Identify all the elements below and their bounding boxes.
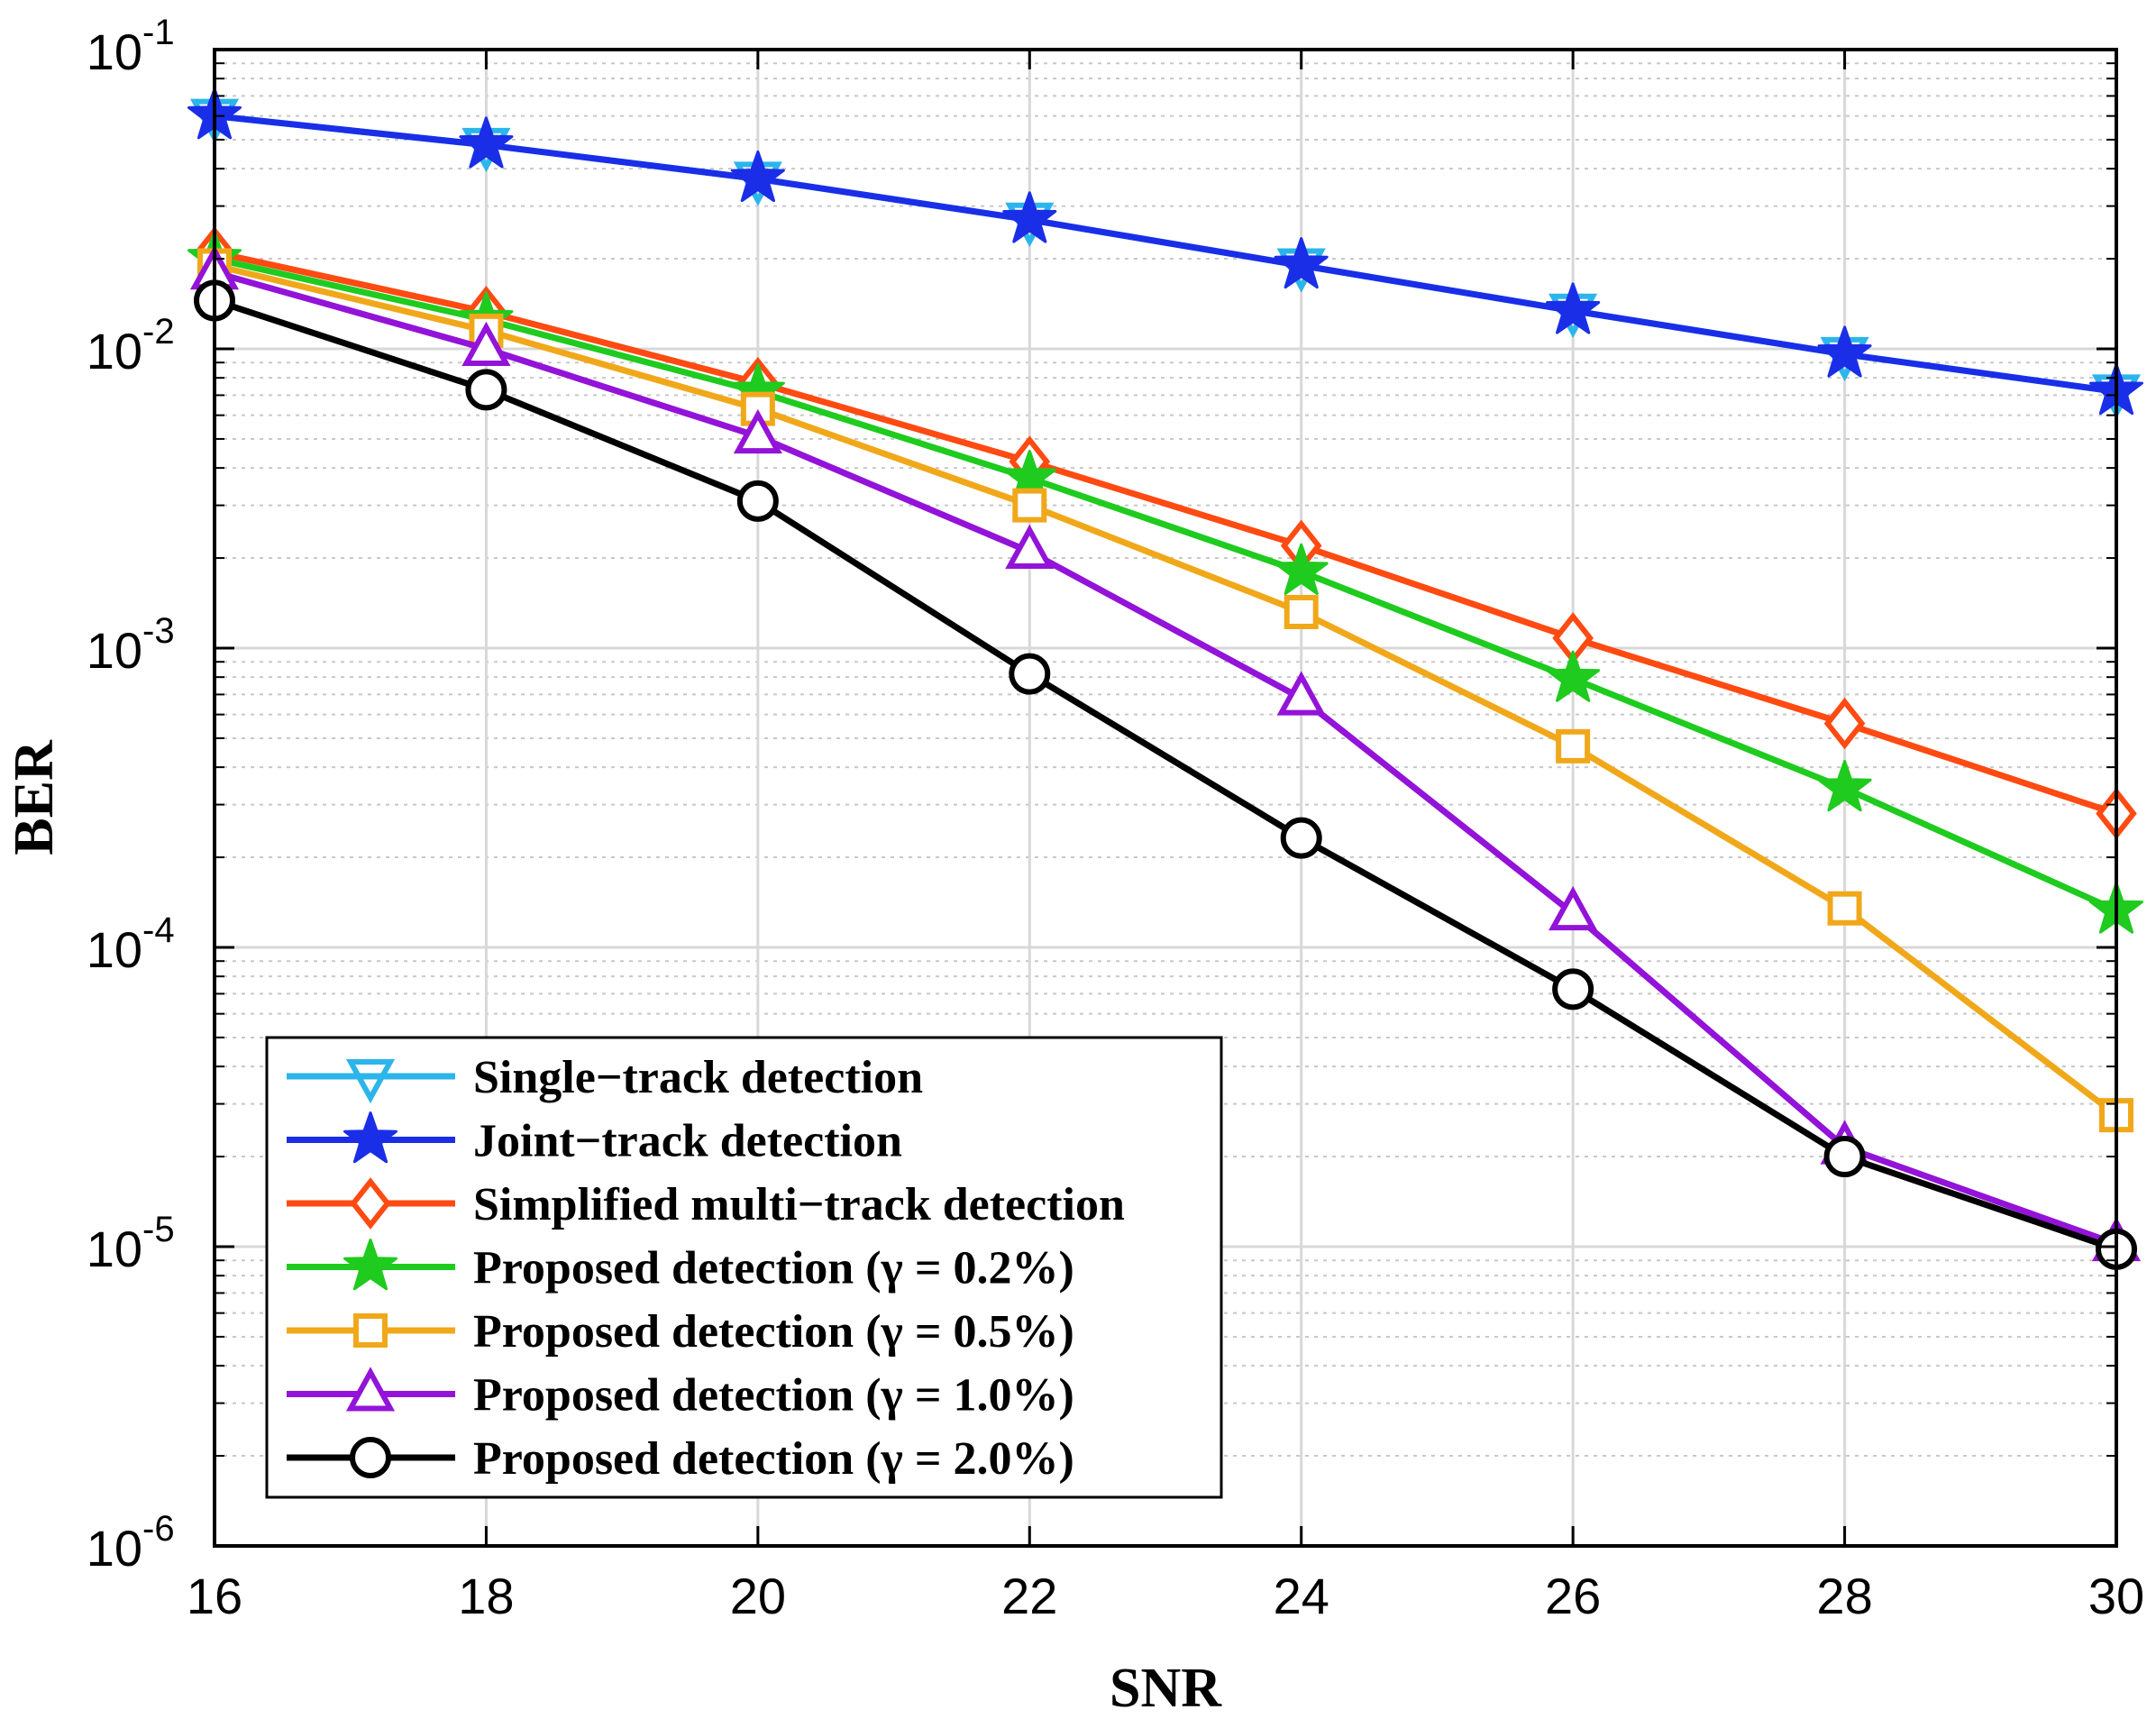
x-tick-label: 28: [1816, 1568, 1872, 1624]
data-point: [1284, 594, 1319, 629]
y-tick-label: 10 -3: [87, 611, 175, 679]
data-point: [465, 369, 507, 411]
legend-entry: Proposed detection (γ = 0.2%): [287, 1239, 1074, 1294]
y-tick-label: 10 -5: [87, 1210, 175, 1277]
legend-entry: Joint−track detection: [287, 1111, 902, 1167]
data-point: [1005, 524, 1055, 570]
x-tick-label: 20: [730, 1568, 786, 1624]
series-line: [214, 262, 2119, 1118]
y-tick-label-exponent: -6: [142, 1509, 175, 1549]
y-tick-label-base: 10: [87, 23, 142, 80]
data-point: [1556, 728, 1591, 763]
y-tick-label: 10 -4: [87, 910, 175, 978]
x-tick-label: 18: [458, 1568, 514, 1624]
legend-label: Simplified multi−track detection: [473, 1179, 1125, 1230]
data-point: [1823, 1136, 1866, 1178]
y-tick-label-base: 10: [87, 622, 142, 679]
x-tick-label: 16: [187, 1568, 242, 1624]
data-point: [1817, 760, 1872, 812]
legend-marker: [345, 1059, 396, 1104]
data-point: [1012, 488, 1047, 523]
data-point: [1552, 968, 1594, 1010]
y-tick-label-exponent: -3: [142, 611, 175, 651]
data-point: [1276, 671, 1326, 716]
y-tick-label: 10 -6: [87, 1509, 175, 1577]
x-tick-label: 30: [2088, 1568, 2144, 1624]
legend-label: Proposed detection (γ = 2.0%): [473, 1433, 1074, 1485]
y-tick-label-base: 10: [87, 921, 142, 978]
legend-marker: [343, 1111, 397, 1164]
data-point: [1546, 650, 1601, 702]
data-point: [1546, 282, 1601, 334]
y-tick-label: 10 -2: [87, 312, 175, 379]
y-tick-label-exponent: -1: [142, 13, 175, 52]
x-tick-label: 22: [1001, 1568, 1057, 1624]
legend-marker: [345, 1367, 396, 1412]
legend-entry: Proposed detection (γ = 1.0%): [287, 1367, 1074, 1422]
y-tick-label-exponent: -5: [142, 1210, 175, 1249]
legend-entry: Proposed detection (γ = 2.0%): [287, 1433, 1074, 1485]
legend-marker: [353, 1313, 388, 1348]
legend-label: Single−track detection: [473, 1052, 923, 1103]
y-tick-label-exponent: -2: [142, 312, 175, 352]
x-tick-labels: 16 18 20 22 24 26 28 30: [187, 1568, 2144, 1624]
legend-entry: Simplified multi−track detection: [287, 1177, 1125, 1230]
series-layer: [187, 87, 2143, 1270]
legend-marker: [343, 1239, 397, 1291]
data-point: [1002, 191, 1057, 243]
legend: Single−track detection Joint−track detect…: [265, 1036, 1223, 1499]
data-point: [730, 150, 785, 203]
series-line: [214, 269, 2118, 1248]
data-point: [736, 480, 779, 522]
y-tick-labels: 10-110-210-310-410-510-6: [87, 13, 175, 1577]
series-line: [214, 255, 2118, 914]
legend-entry: Single−track detection: [287, 1052, 923, 1104]
legend-label: Proposed detection (γ = 1.0%): [473, 1370, 1074, 1422]
x-tick-label: 26: [1545, 1568, 1601, 1624]
axis-ticks: [213, 48, 2118, 1548]
legend-label: Proposed detection (γ = 0.2%): [473, 1243, 1074, 1294]
y-axis-title: BER: [4, 739, 65, 855]
y-tick-label-base: 10: [87, 1221, 142, 1277]
legend-box: [265, 1036, 1223, 1499]
data-point: [1823, 697, 1866, 750]
data-point: [1817, 325, 1872, 378]
data-point: [459, 116, 514, 169]
legend-entry: Proposed detection (γ = 0.5%): [287, 1306, 1074, 1358]
y-tick-label-exponent: -4: [142, 910, 175, 950]
data-point: [1274, 543, 1329, 595]
series-line: [214, 113, 2117, 395]
plot-frame: [213, 48, 2118, 1548]
y-tick-label-base: 10: [87, 323, 142, 379]
legend-label: Proposed detection (γ = 0.5%): [473, 1306, 1074, 1358]
data-point: [461, 321, 511, 366]
y-tick-label-base: 10: [87, 1520, 142, 1577]
legend-marker: [350, 1177, 391, 1230]
series-line: [214, 249, 2118, 817]
data-point: [1274, 237, 1329, 289]
data-point: [1827, 891, 1862, 926]
data-point: [733, 408, 782, 454]
y-tick-label: 10 -1: [87, 13, 175, 80]
data-point: [1280, 817, 1322, 859]
x-axis-title: SNR: [1110, 1658, 1222, 1719]
data-point: [1009, 653, 1051, 695]
x-tick-label: 24: [1274, 1568, 1329, 1624]
legend-marker: [350, 1437, 391, 1478]
legend-label: Joint−track detection: [473, 1116, 902, 1167]
data-point: [1548, 885, 1598, 931]
series-line: [213, 297, 2118, 1253]
